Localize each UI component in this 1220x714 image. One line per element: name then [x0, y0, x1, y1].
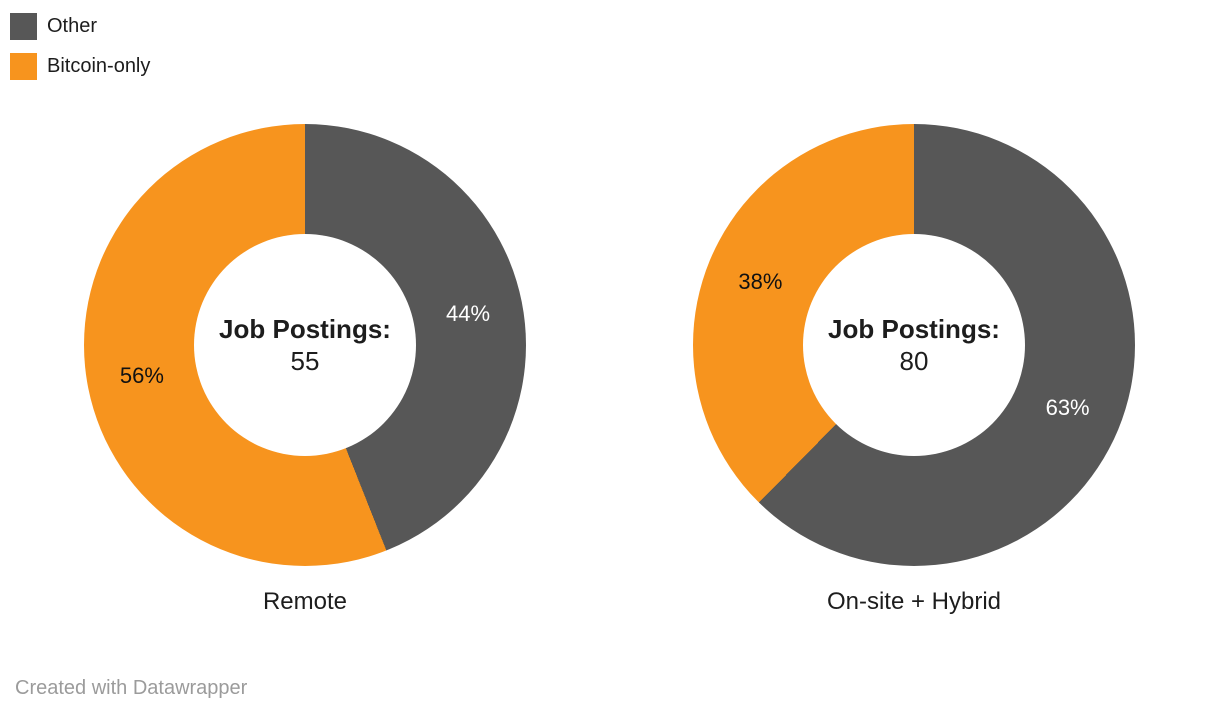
datawrapper-attribution: Created with Datawrapper	[15, 677, 248, 699]
center-value: 80	[899, 346, 929, 376]
slice-label-bitcoin-only: 56%	[119, 363, 164, 389]
donut-ring-remote: Job Postings: 55 44% 56%	[84, 124, 526, 566]
legend-item-other: Other	[10, 13, 150, 40]
legend-label-bitcoin-only: Bitcoin-only	[47, 55, 151, 77]
donut-hole-remote: Job Postings: 55	[194, 234, 416, 456]
legend-swatch-other	[10, 13, 37, 40]
chart-title-remote: Remote	[262, 588, 348, 615]
donut-hole-onsite-hybrid: Job Postings: 80	[803, 234, 1025, 456]
legend: Other Bitcoin-only	[10, 13, 150, 93]
donut-chart-remote: Job Postings: 55 44% 56% Remote	[84, 124, 526, 616]
legend-swatch-bitcoin-only	[10, 53, 37, 80]
center-label: Job Postings:	[828, 314, 1000, 344]
slice-label-other: 44%	[446, 300, 491, 326]
slice-label-other: 63%	[1045, 394, 1090, 420]
donut-chart-onsite-hybrid: Job Postings: 80 63% 38% On-site + Hybrid	[693, 124, 1135, 616]
legend-label-other: Other	[47, 15, 98, 37]
legend-item-bitcoin-only: Bitcoin-only	[10, 53, 150, 80]
center-value: 55	[290, 346, 320, 376]
slice-label-bitcoin-only: 38%	[738, 269, 783, 295]
center-label: Job Postings:	[219, 314, 391, 344]
chart-title-onsite-hybrid: On-site + Hybrid	[826, 588, 1002, 615]
donut-ring-onsite-hybrid: Job Postings: 80 63% 38%	[693, 124, 1135, 566]
